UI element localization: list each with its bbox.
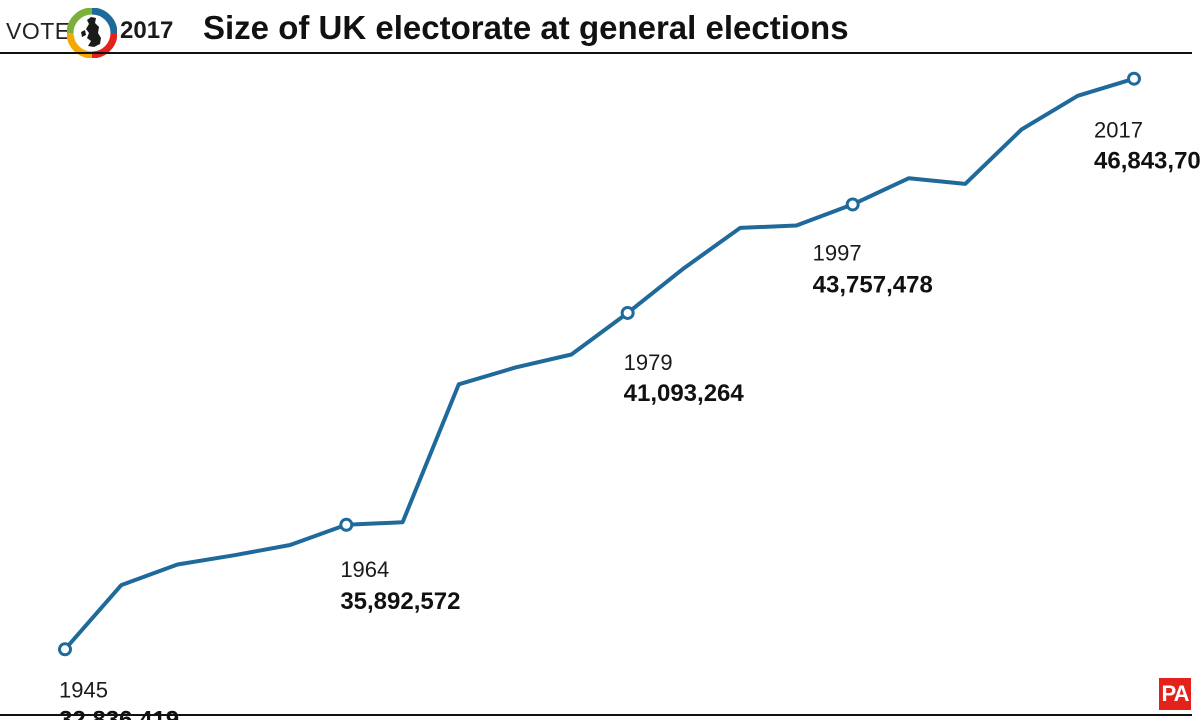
value-label: 43,757,478 — [813, 271, 933, 298]
vote-year: 2017 — [120, 17, 174, 44]
highlight-marker — [339, 517, 354, 532]
year-label: 1945 — [59, 677, 108, 702]
chart-title: Size of UK electorate at general electio… — [203, 9, 849, 46]
chart-header: VOTE 2017 Size of UK electorate at gener… — [0, 0, 1200, 58]
year-label: 1964 — [340, 557, 389, 582]
year-label: 1997 — [813, 240, 862, 265]
top-rule — [0, 52, 1192, 54]
bottom-rule — [0, 714, 1192, 716]
highlight-marker — [1127, 71, 1141, 86]
union-map-ring-icon — [67, 8, 117, 58]
highlight-marker — [620, 305, 635, 320]
vote-word: VOTE — [6, 18, 71, 44]
value-label: 41,093,264 — [624, 380, 745, 407]
value-label: 32,836,419 — [59, 706, 179, 720]
pa-logo: PA — [1159, 678, 1191, 710]
year-label: 1979 — [624, 350, 673, 375]
series-line — [63, 76, 1136, 652]
highlight-marker — [845, 197, 860, 212]
highlight-marker — [58, 642, 72, 657]
value-label: 46,843,705 — [1094, 148, 1200, 175]
year-label: 2017 — [1094, 118, 1143, 143]
value-label: 35,892,572 — [340, 588, 460, 615]
